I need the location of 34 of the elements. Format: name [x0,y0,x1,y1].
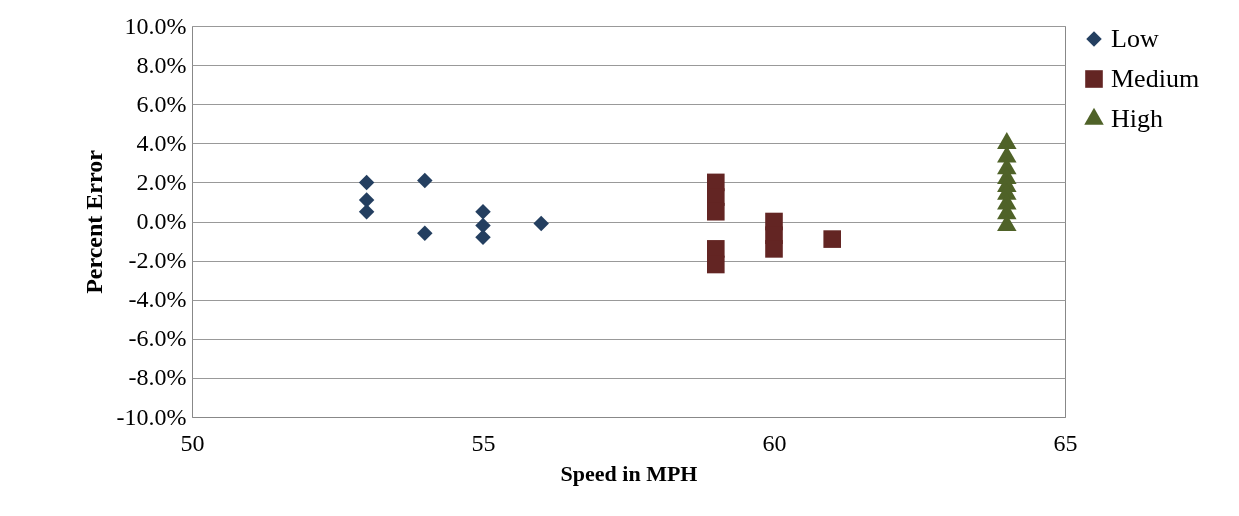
legend-label: High [1111,104,1163,133]
point [823,230,841,248]
y-tick-label: 8.0% [136,51,187,78]
x-tick-label: 65 [1053,429,1078,456]
y-tick-label: 4.0% [136,129,187,156]
y-tick-label: 6.0% [136,90,187,117]
point [533,215,549,232]
point [475,217,491,234]
x-tick-label: 50 [180,429,205,456]
point [765,240,783,258]
point [417,172,433,189]
point [358,192,375,208]
y-tick-label: -6.0% [128,325,187,352]
y-tick-label: -10.0% [116,403,187,430]
y-tick-label: 10.0% [124,12,187,39]
point [358,174,375,191]
y-tick-label: -8.0% [128,364,187,391]
x-tick-label: 60 [762,429,787,456]
point [475,229,491,245]
legend-label: Medium [1111,64,1200,93]
x-tick-label: 55 [471,429,496,456]
y-tick-label: 2.0% [136,168,187,195]
point [475,203,491,220]
y-tick-label: 0.0% [136,208,187,234]
point [707,255,725,274]
x-axis-title: Speed in MPH [560,460,698,486]
point [707,202,725,221]
y-axis-title: Percent Error [80,149,107,294]
y-tick-label: -2.0% [128,247,187,274]
point [358,203,375,220]
legend-label: Low [1111,24,1159,53]
point [997,132,1017,149]
point [417,225,433,241]
y-tick-label: -4.0% [128,286,187,313]
